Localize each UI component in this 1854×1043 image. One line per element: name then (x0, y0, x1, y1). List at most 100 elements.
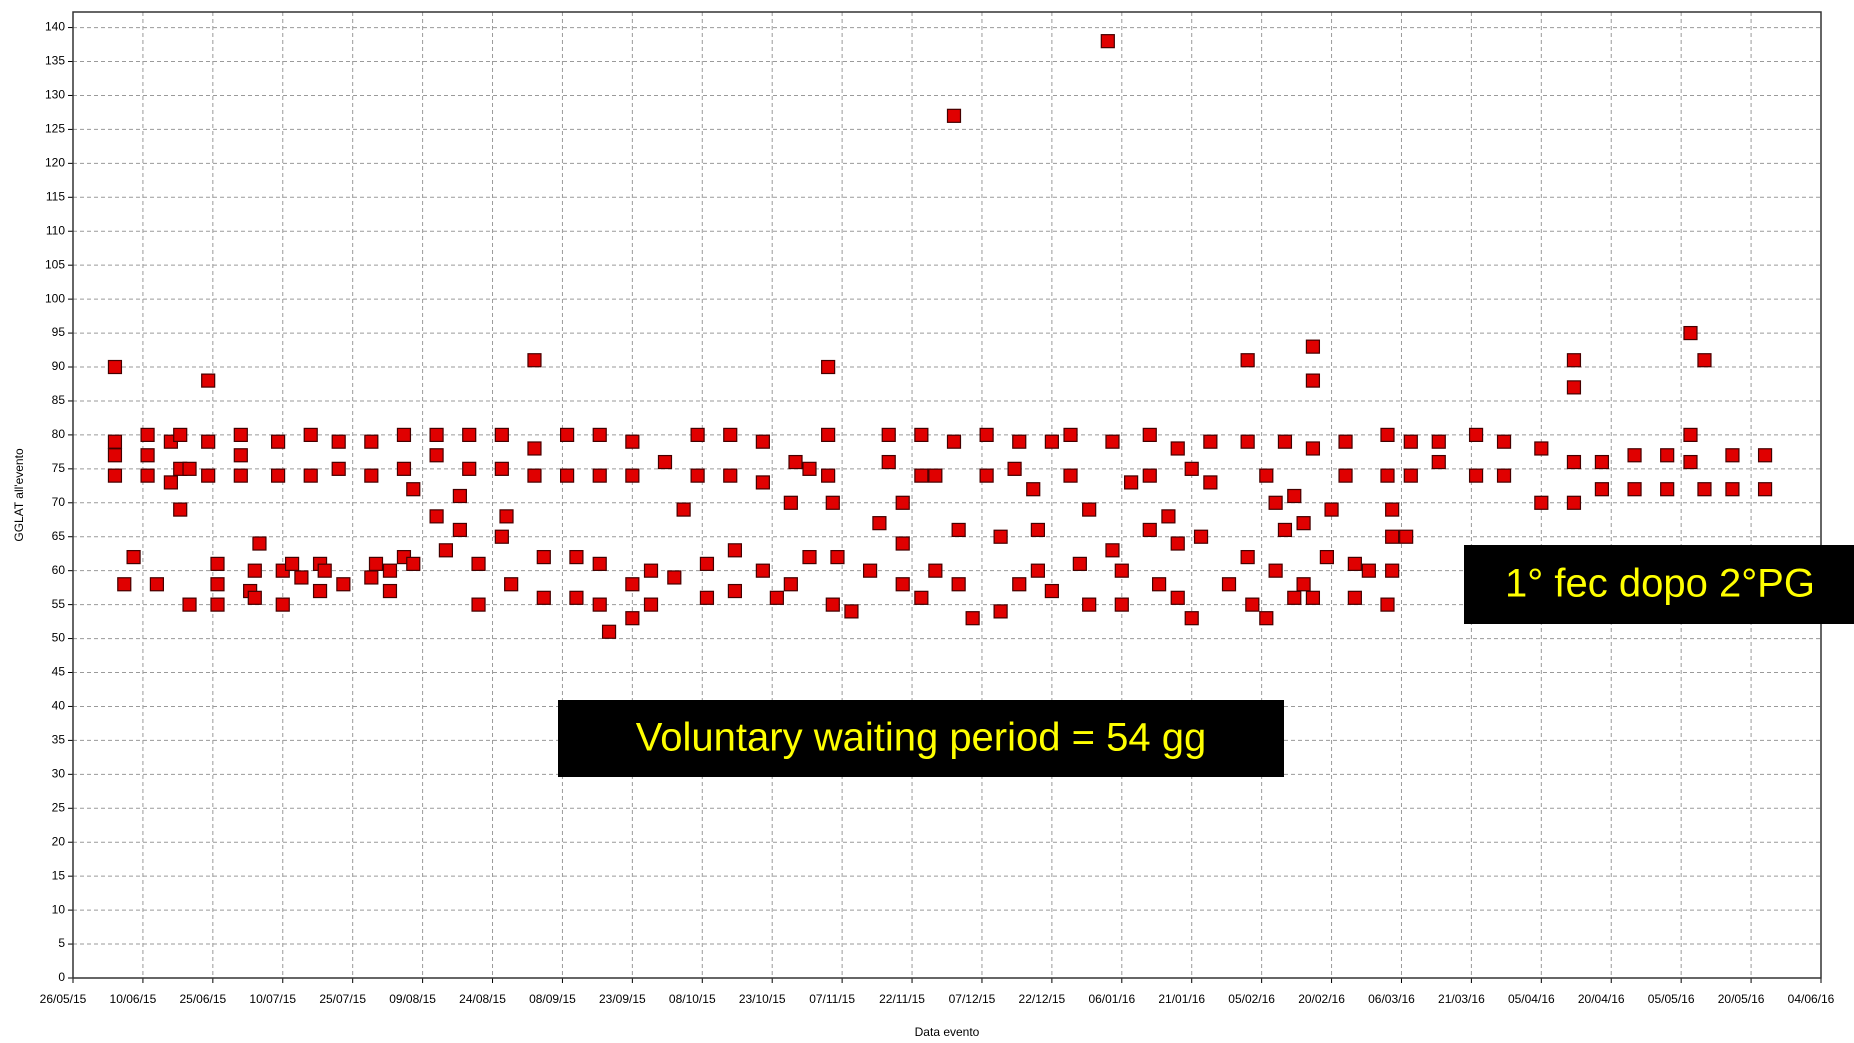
point (1277, 434, 1293, 449)
point (494, 427, 509, 443)
point (723, 427, 738, 443)
point (895, 495, 910, 510)
y-tick-label: 75 (52, 461, 66, 475)
point (1193, 529, 1209, 544)
y-tick-label: 130 (45, 88, 65, 102)
point (1082, 597, 1097, 612)
point (993, 529, 1008, 544)
point (872, 516, 887, 531)
point (1305, 339, 1321, 354)
y-tick-label: 20 (52, 834, 66, 848)
point (173, 502, 188, 517)
point (1277, 522, 1293, 538)
point (117, 577, 132, 592)
point (569, 549, 584, 565)
point (247, 590, 262, 605)
y-tick-label: 35 (52, 733, 66, 747)
point (1026, 482, 1041, 497)
point (1161, 509, 1176, 524)
point (1757, 448, 1773, 463)
y-tick-label: 15 (52, 868, 66, 882)
y-tick-label: 70 (52, 495, 66, 509)
x-tick-label: 23/09/15 (599, 992, 646, 1006)
point (247, 563, 262, 578)
point (1431, 454, 1446, 470)
point (182, 597, 197, 612)
point (331, 434, 346, 449)
point (126, 549, 141, 565)
point (462, 427, 477, 443)
y-axis-title: GGLAT all'evento (12, 448, 26, 542)
point (1361, 563, 1376, 578)
point (783, 577, 798, 592)
point (438, 543, 454, 558)
point (1030, 522, 1045, 538)
point (699, 556, 715, 571)
point (993, 604, 1008, 619)
x-tick-label: 24/08/15 (459, 992, 506, 1006)
point (1007, 461, 1022, 476)
point (1566, 380, 1582, 395)
point (1012, 577, 1027, 592)
point (396, 461, 412, 476)
point (303, 427, 318, 443)
point (1268, 563, 1283, 578)
point (601, 624, 617, 639)
plot-frame (72, 11, 1822, 979)
point (769, 590, 784, 605)
point (1403, 434, 1418, 449)
y-tick-label: 55 (52, 597, 66, 611)
x-axis-title: Data evento (915, 1025, 980, 1039)
point (895, 577, 910, 592)
point (592, 427, 607, 443)
annotation-box (558, 700, 1284, 777)
y-tick-label: 5 (58, 936, 65, 950)
point (1627, 448, 1642, 463)
point (1100, 34, 1115, 49)
point (1380, 427, 1395, 443)
point (284, 556, 300, 571)
y-tick-label: 45 (52, 665, 66, 679)
point (303, 468, 318, 483)
point (1683, 325, 1698, 341)
point (1245, 597, 1260, 612)
point (1082, 502, 1097, 517)
point (1142, 522, 1157, 538)
x-tick-label: 10/07/15 (249, 992, 296, 1006)
point (1594, 482, 1610, 497)
point (643, 597, 659, 612)
x-tick-label: 20/04/16 (1578, 992, 1625, 1006)
point (1683, 427, 1698, 443)
point (382, 563, 398, 578)
point (504, 577, 519, 592)
point (210, 577, 225, 592)
point (1385, 502, 1400, 517)
point (1240, 353, 1255, 368)
point (1184, 461, 1199, 476)
point (1124, 475, 1139, 490)
point (560, 468, 575, 483)
point (406, 482, 421, 497)
point (312, 583, 328, 599)
point (1287, 590, 1302, 605)
y-tick-label: 135 (45, 54, 65, 68)
point (783, 495, 798, 510)
point (182, 461, 197, 476)
point (1399, 529, 1414, 544)
point (1221, 577, 1237, 592)
point (723, 468, 738, 483)
point (1287, 488, 1302, 504)
point (1385, 563, 1400, 578)
point (1468, 427, 1484, 443)
point (821, 359, 836, 375)
point (1338, 434, 1353, 449)
y-tick-label: 40 (52, 699, 66, 713)
x-tick-label: 25/07/15 (319, 992, 366, 1006)
x-tick-label: 07/12/15 (949, 992, 996, 1006)
point (252, 536, 267, 551)
point (1063, 468, 1078, 483)
x-tick-label: 06/03/16 (1368, 992, 1415, 1006)
annotation: Voluntary waiting period = 54 gg (636, 716, 1206, 760)
point (690, 427, 705, 443)
